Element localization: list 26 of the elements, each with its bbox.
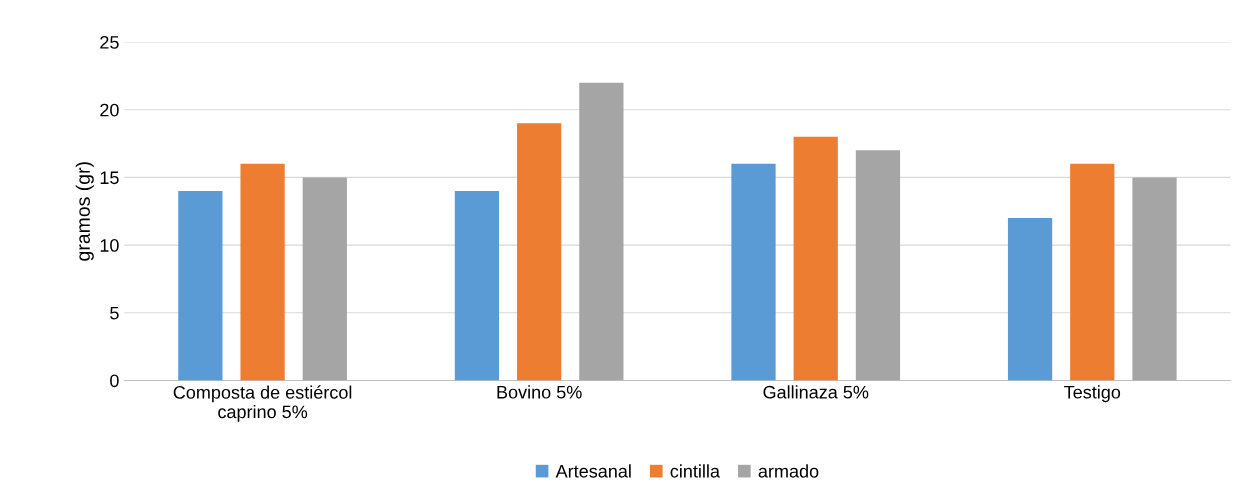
bar [855, 150, 901, 381]
bar [579, 82, 624, 381]
legend-label: Artesanal [555, 464, 631, 478]
y-axis-title: gramos (gr) [75, 162, 94, 261]
bar [793, 136, 838, 381]
x-tick-label: Testigo [1064, 385, 1121, 403]
y-tick-label: 20 [100, 103, 119, 117]
bar [731, 163, 776, 381]
bar [240, 163, 285, 381]
y-tick-label: 10 [100, 239, 119, 252]
bar [454, 190, 500, 381]
y-tick-label: 25 [100, 35, 119, 49]
y-tick-label: 0 [110, 374, 119, 388]
y-tick-label: 15 [100, 171, 119, 185]
bar [1007, 218, 1053, 381]
bar [1070, 163, 1115, 381]
bar [1132, 177, 1177, 381]
legend-label: cintilla [670, 464, 720, 478]
x-tick-label: Gallinaza 5% [763, 385, 869, 399]
bar [517, 123, 562, 381]
bar [178, 190, 223, 381]
legend-label: armado [758, 464, 819, 478]
bar [302, 177, 347, 381]
y-tick-label: 5 [110, 306, 119, 320]
x-tick-label: Composta de estiércol caprino 5% [173, 385, 352, 422]
x-tick-label: Bovino 5% [497, 385, 582, 399]
